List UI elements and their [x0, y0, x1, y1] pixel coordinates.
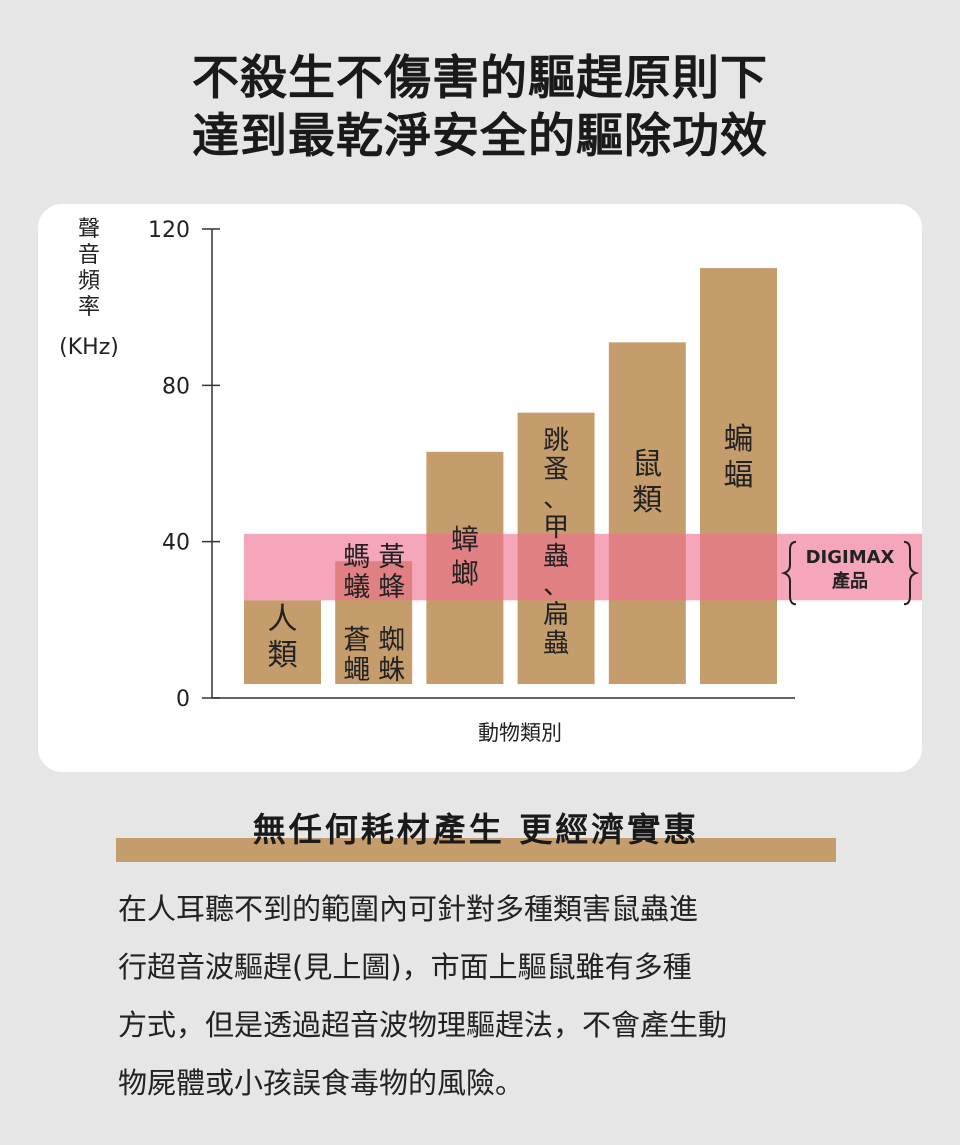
bar-label-char: 蜘 — [378, 625, 405, 656]
headline-line-2: 達到最乾淨安全的驅除功效 — [192, 109, 768, 164]
y-axis-label-char: 率 — [78, 295, 100, 320]
body-line-2: 行超音波驅趕(見上圖)，市面上驅鼠雖有多種 — [118, 950, 692, 984]
body-line-1: 在人耳聽不到的範圍內可針對多種類害鼠蟲進 — [118, 892, 699, 926]
bar-label-char: 蟲 — [543, 542, 569, 572]
bar-label-char: 人 — [268, 602, 298, 637]
y-ticks: 0 40 80 120 — [148, 218, 220, 712]
chart-card: 聲音頻率 (KHz) 0 40 80 120 DIGIMAX 產品 人類螞蟻黃蜂蒼蠅蜘蛛… — [38, 204, 922, 772]
bar-label-char: 扁 — [543, 600, 569, 630]
body-line-4: 物屍體或小孩誤食毒物的風險。 — [118, 1066, 525, 1100]
bar-label-char: 蝠 — [724, 458, 754, 493]
bar-label-char: 蚤 — [543, 455, 569, 485]
y-axis-label-char: 頻 — [78, 269, 100, 294]
bar-label-char: 蟑 — [451, 523, 479, 556]
digimax-band-fill — [244, 533, 922, 601]
y-axis-label-char: 音 — [78, 243, 100, 268]
y-tick-label: 40 — [162, 531, 190, 556]
bar-label-char: 、 — [543, 571, 569, 601]
bar-label-char: 蟲 — [543, 629, 569, 659]
bar-label-char: 蝙 — [724, 422, 754, 457]
bar-label-char: 蜂 — [378, 572, 405, 603]
x-axis-label: 動物類別 — [478, 721, 562, 745]
bar — [244, 600, 321, 684]
bar-label-char: 鼠 — [632, 447, 662, 482]
bars — [244, 268, 777, 684]
bar — [608, 342, 686, 684]
headline-line-1: 不殺生不傷害的驅趕原則下 — [192, 51, 768, 106]
bar-label-char: 黃 — [378, 542, 405, 573]
bar-label-char: 蟻 — [343, 572, 370, 603]
bar-label-char: 蒼 — [343, 625, 370, 656]
body-line-3: 方式，但是透過超音波物理驅趕法，不會產生動 — [118, 1008, 728, 1042]
right-brace — [903, 540, 920, 606]
subhead-text: 無任何耗材產生 更經濟實惠 — [252, 810, 700, 849]
bar-label-char: 蠅 — [343, 655, 370, 686]
bar-label-char: 螂 — [451, 557, 479, 590]
body-paragraph: 在人耳聽不到的範圍內可針對多種類害鼠蟲進 行超音波驅趕(見上圖)，市面上驅鼠雖有… — [118, 880, 853, 1112]
bar-label-char: 、 — [543, 484, 569, 514]
bar-label-char: 蛛 — [378, 655, 405, 686]
subhead-underline — [116, 838, 836, 862]
y-axis-unit: (KHz) — [59, 335, 119, 360]
y-tick-label: 0 — [176, 687, 190, 712]
bar-label-char: 甲 — [543, 513, 569, 543]
left-brace — [780, 540, 797, 606]
y-tick-label: 120 — [148, 218, 190, 243]
y-axis-label-char: 聲 — [78, 217, 100, 242]
bar — [700, 268, 777, 684]
subhead-block: 無任何耗材產生 更經濟實惠 — [116, 800, 836, 864]
bar-label-char: 螞 — [343, 542, 370, 573]
bar-label-char: 類 — [632, 483, 662, 518]
bar-label-char: 類 — [268, 638, 298, 673]
y-tick-label: 80 — [162, 374, 190, 399]
bar-label-char: 跳 — [543, 426, 569, 456]
band-label-line-2: 產品 — [832, 570, 868, 592]
band-label-line-1: DIGIMAX — [806, 547, 895, 568]
headline: 不殺生不傷害的驅趕原則下 達到最乾淨安全的驅除功效 — [0, 50, 960, 166]
